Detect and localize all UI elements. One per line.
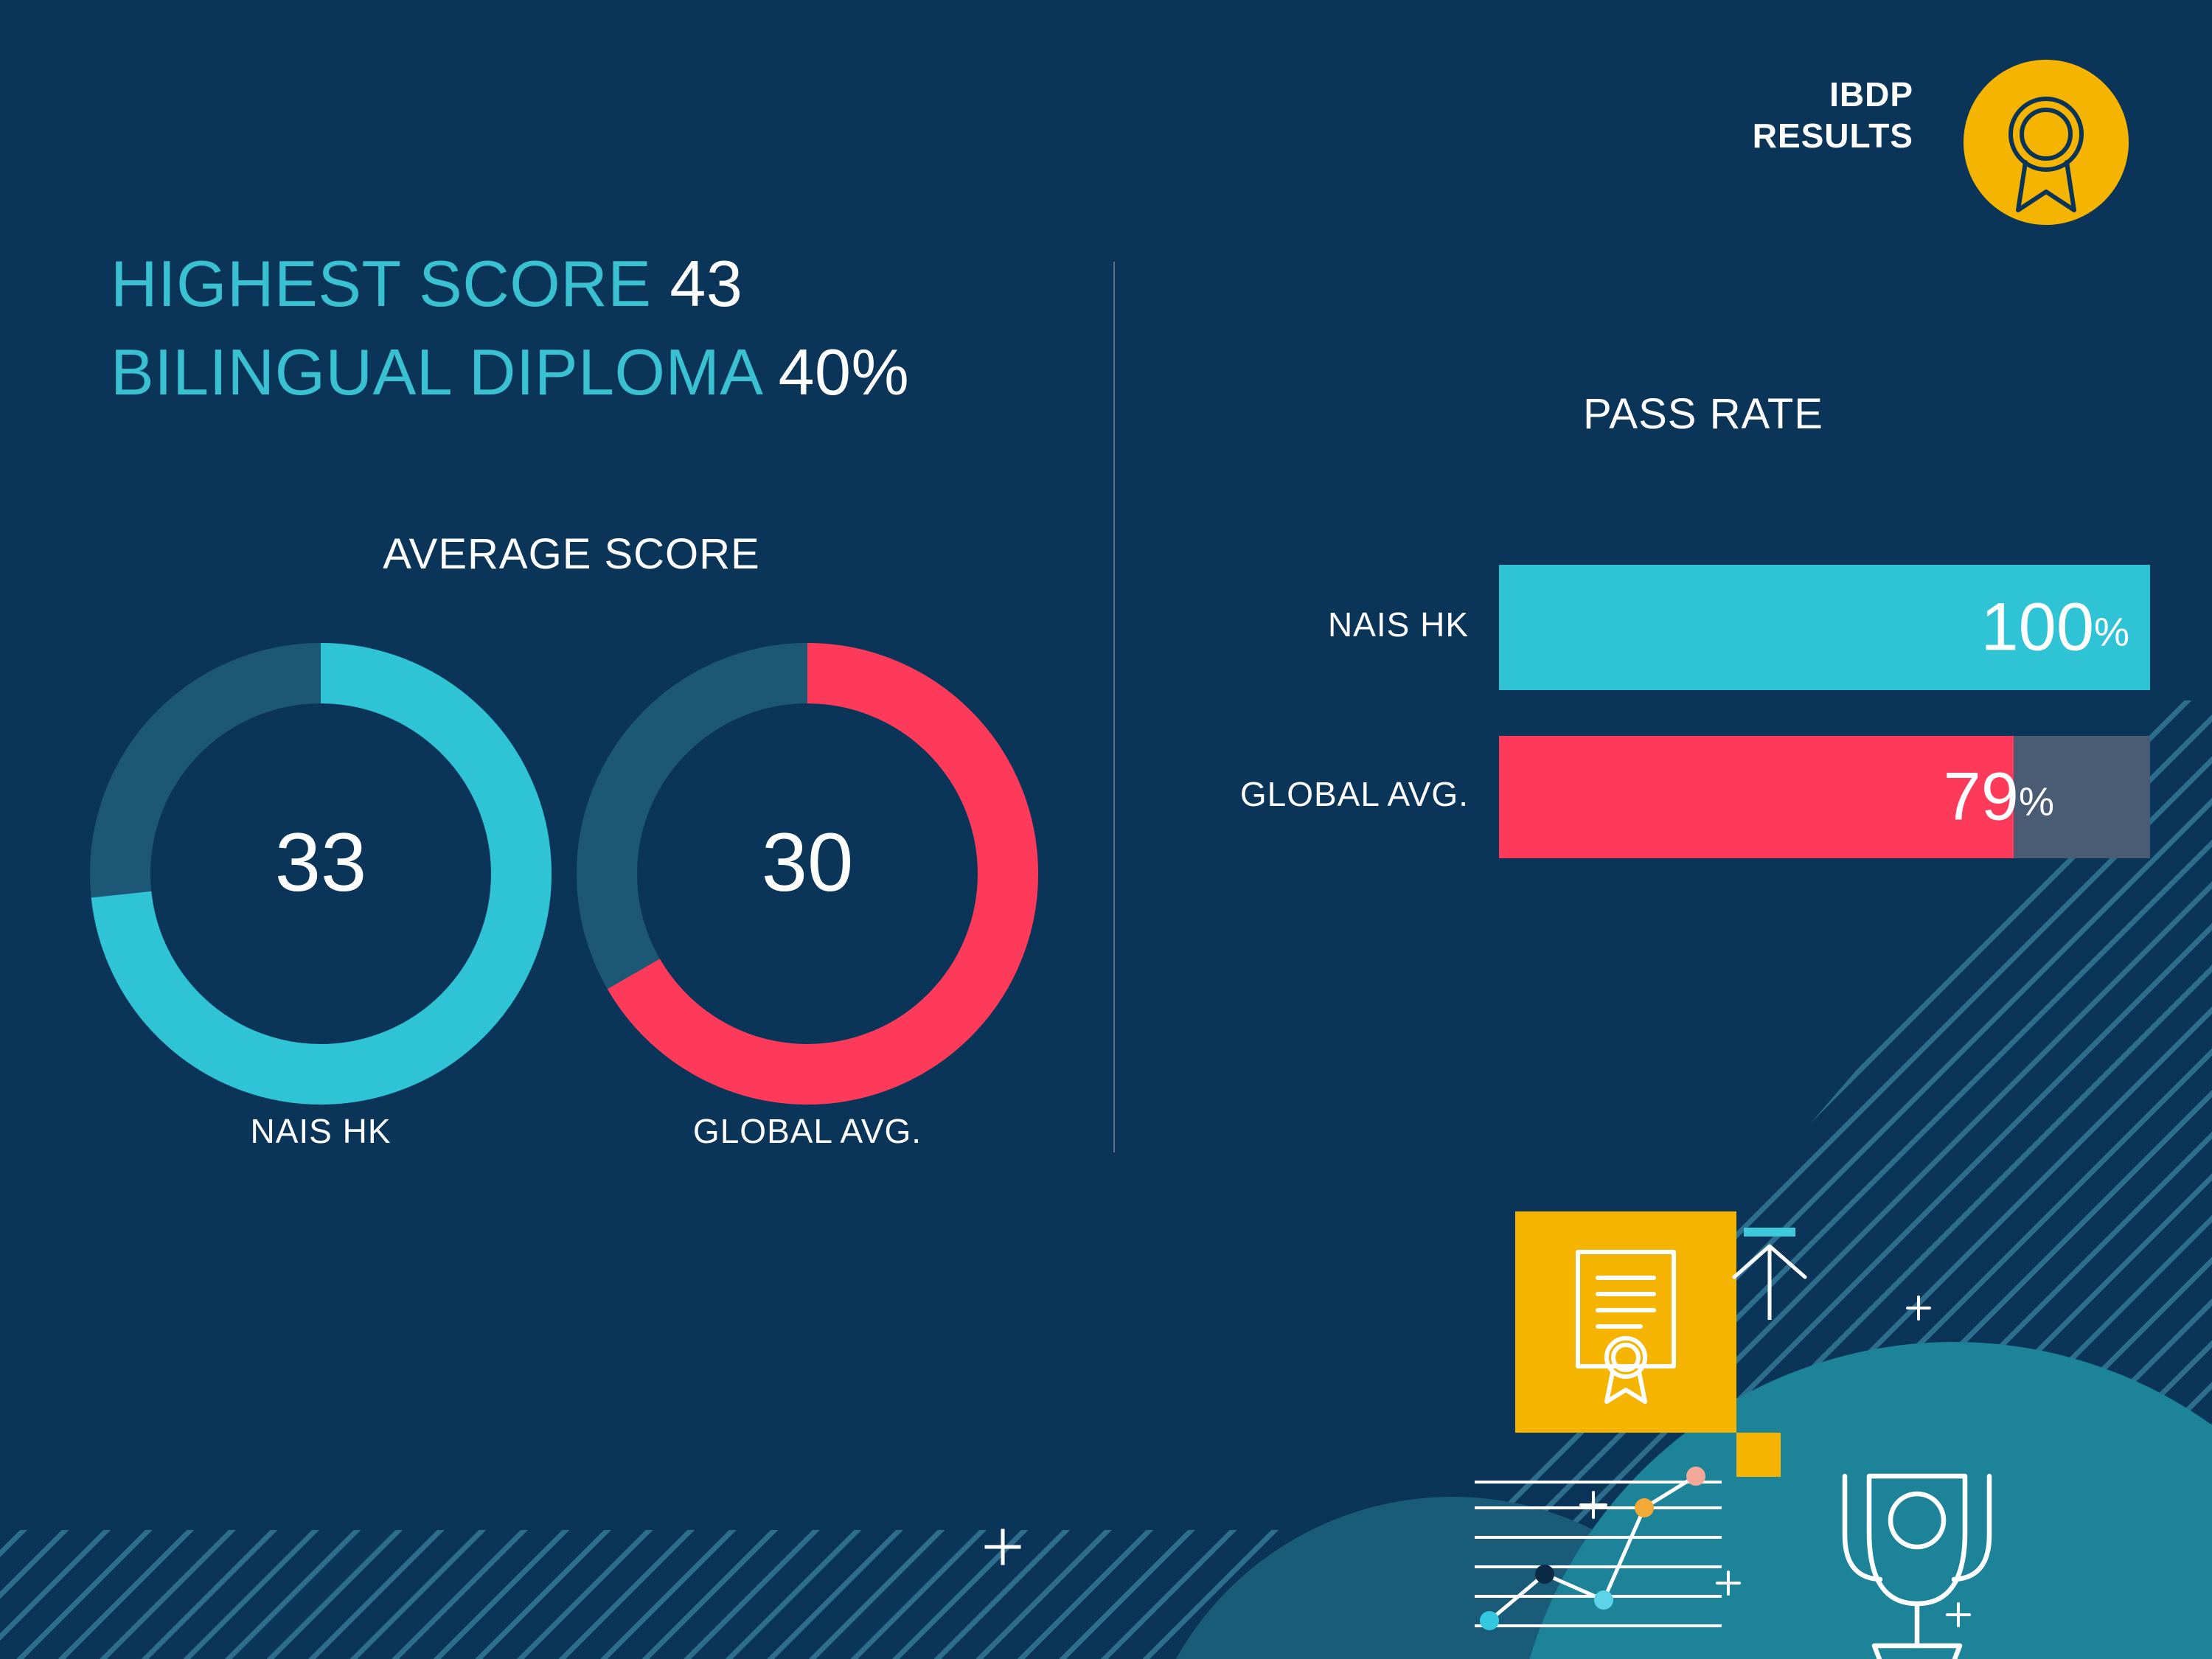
svg-text:33: 33	[275, 816, 367, 908]
svg-text:NAIS HK: NAIS HK	[250, 1112, 391, 1150]
svg-text:GLOBAL AVG.: GLOBAL AVG.	[693, 1112, 922, 1150]
svg-text:30: 30	[762, 816, 854, 908]
